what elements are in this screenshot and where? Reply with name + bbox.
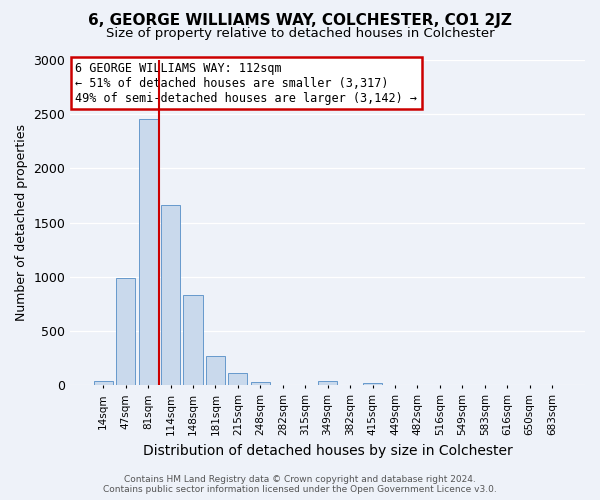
Text: Size of property relative to detached houses in Colchester: Size of property relative to detached ho… xyxy=(106,28,494,40)
Bar xyxy=(318,381,337,386)
Bar xyxy=(184,296,203,386)
Text: 6, GEORGE WILLIAMS WAY, COLCHESTER, CO1 2JZ: 6, GEORGE WILLIAMS WAY, COLCHESTER, CO1 … xyxy=(88,12,512,28)
Bar xyxy=(251,382,270,386)
Bar xyxy=(229,373,247,386)
Bar xyxy=(206,356,225,386)
Bar xyxy=(116,278,135,386)
Text: 6 GEORGE WILLIAMS WAY: 112sqm
← 51% of detached houses are smaller (3,317)
49% o: 6 GEORGE WILLIAMS WAY: 112sqm ← 51% of d… xyxy=(76,62,418,104)
Bar xyxy=(161,206,180,386)
Bar xyxy=(363,383,382,386)
Text: Contains HM Land Registry data © Crown copyright and database right 2024.
Contai: Contains HM Land Registry data © Crown c… xyxy=(103,474,497,494)
X-axis label: Distribution of detached houses by size in Colchester: Distribution of detached houses by size … xyxy=(143,444,512,458)
Bar xyxy=(94,381,113,386)
Y-axis label: Number of detached properties: Number of detached properties xyxy=(15,124,28,321)
Bar xyxy=(139,118,158,386)
